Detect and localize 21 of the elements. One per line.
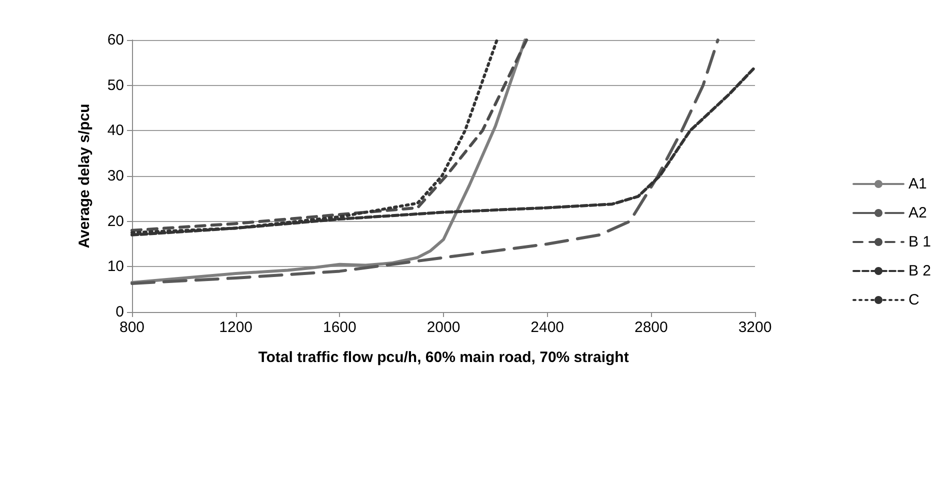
- x-tick-label: 1200: [219, 319, 253, 336]
- x-tick-label: 2400: [530, 319, 564, 336]
- legend-label: B 2: [908, 262, 931, 280]
- y-tick-label: 30: [107, 168, 124, 184]
- x-tick-label: 2800: [634, 319, 668, 336]
- x-tick-label: 1600: [322, 319, 356, 336]
- legend-label: A2: [908, 204, 927, 222]
- y-axis-title: Average delay s/pcu: [76, 104, 93, 248]
- y-tick-label: 60: [107, 32, 124, 48]
- x-tick-label: 800: [119, 319, 145, 336]
- y-tick-label: 40: [107, 122, 124, 140]
- legend-label: A1: [908, 176, 927, 192]
- y-tick-label: 10: [107, 258, 124, 276]
- legend-label: C: [908, 292, 920, 308]
- y-tick-label: 50: [107, 76, 124, 94]
- x-tick-label: 3200: [738, 319, 772, 336]
- legend-label: B 1: [908, 234, 931, 250]
- y-tick-label: 0: [116, 304, 124, 320]
- y-tick-label: 20: [107, 212, 124, 230]
- x-axis-title: Total traffic flow pcu/h, 60% main road, 70% straight: [258, 349, 629, 366]
- x-tick-label: 2000: [426, 319, 460, 336]
